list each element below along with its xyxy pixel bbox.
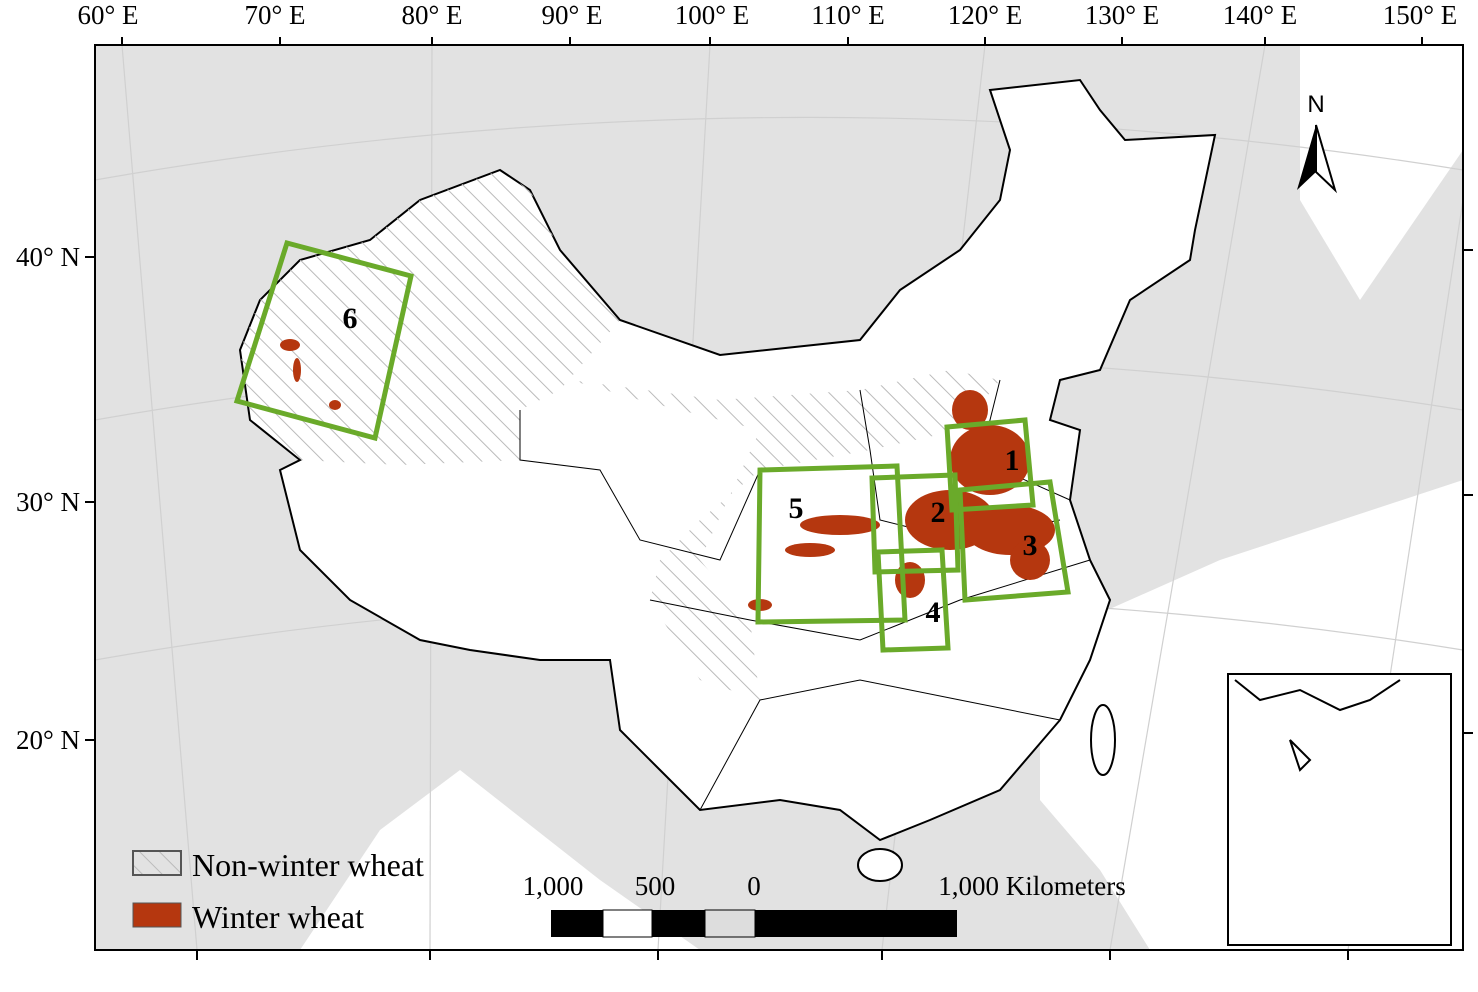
longitude-label: 70° E bbox=[244, 0, 305, 30]
longitude-label: 80° E bbox=[401, 0, 462, 30]
study-area-label: 3 bbox=[1023, 529, 1038, 562]
study-area-label: 4 bbox=[926, 596, 941, 629]
longitude-label: 100° E bbox=[675, 0, 750, 30]
study-area-boxes bbox=[233, 239, 1071, 653]
sea-north bbox=[1300, 45, 1463, 300]
taiwan bbox=[1090, 704, 1116, 776]
scale-label: 1,000 Kilometers bbox=[938, 871, 1125, 901]
scale-label: 0 bbox=[747, 871, 761, 901]
longitude-label: 120° E bbox=[948, 0, 1023, 30]
scale-label: 500 bbox=[635, 871, 676, 901]
longitude-label: 110° E bbox=[811, 0, 885, 30]
longitude-label: 140° E bbox=[1223, 0, 1298, 30]
study-area-label: 1 bbox=[1005, 444, 1020, 477]
legend-label: Winter wheat bbox=[192, 899, 364, 935]
longitude-label: 130° E bbox=[1085, 0, 1160, 30]
non-winter-wheat-area bbox=[570, 370, 1000, 700]
north-arrow: N bbox=[1297, 91, 1337, 194]
study-area-label: 2 bbox=[931, 496, 946, 529]
longitude-label: 60° E bbox=[77, 0, 138, 30]
legend-label: Non-winter wheat bbox=[192, 847, 424, 883]
legend bbox=[132, 850, 182, 928]
latitude-label: 20° N bbox=[16, 725, 80, 755]
inset-map bbox=[1227, 673, 1452, 946]
non-winter-wheat-area bbox=[240, 170, 620, 465]
study-area-label: 5 bbox=[789, 492, 804, 525]
study-area-label: 6 bbox=[343, 302, 358, 335]
hainan bbox=[857, 848, 903, 882]
province-borders bbox=[519, 379, 1091, 811]
latitude-label: 40° N bbox=[16, 242, 80, 272]
latitude-label: 30° N bbox=[16, 487, 80, 517]
longitude-label: 150° E bbox=[1383, 0, 1458, 30]
north-label: N bbox=[1307, 91, 1324, 118]
scale-label: 1,000 bbox=[523, 871, 584, 901]
scale-bar bbox=[551, 909, 957, 938]
bay-of-bengal bbox=[300, 770, 700, 950]
inset-coastline bbox=[1234, 679, 1401, 772]
map-body: 1 2 3 4 5 6 N bbox=[95, 45, 1463, 950]
longitude-label: 90° E bbox=[541, 0, 602, 30]
map-frame bbox=[94, 44, 1464, 951]
